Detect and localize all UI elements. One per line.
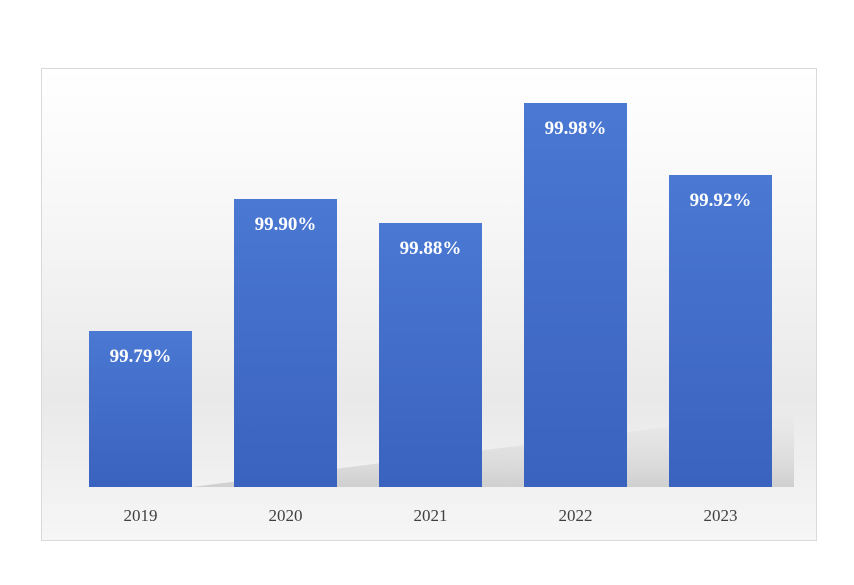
- data-label-2019: 99.79%: [110, 346, 172, 367]
- x-tick-label-2019: 2019: [124, 506, 158, 525]
- data-labels-layer: 99.79% 99.90% 99.88% 99.98% 99.92%: [110, 118, 752, 367]
- bar-2019: [89, 331, 192, 487]
- data-label-2020: 99.90%: [255, 214, 317, 235]
- x-axis-tick-labels: 2019 2020 2021 2022 2023: [124, 506, 738, 525]
- floor-shadow: [192, 411, 794, 487]
- bar-2020: [234, 199, 337, 487]
- x-tick-label-2022: 2022: [559, 506, 593, 525]
- bar-2021: [379, 223, 482, 487]
- x-tick-label-2021: 2021: [414, 506, 448, 525]
- data-label-2021: 99.88%: [400, 238, 462, 259]
- bar-2022: [524, 103, 627, 487]
- x-tick-label-2023: 2023: [704, 506, 738, 525]
- bar-2023: [669, 175, 772, 487]
- bar-chart: 99.79%99.90%99.88%99.98%99.92% 2019 2020 2…: [89, 103, 794, 525]
- data-label-2023: 99.92%: [690, 190, 752, 211]
- chart-area: 99.79% 99.90% 99.88% 99.98% 99.92% 2019 2020 2…: [41, 68, 817, 541]
- data-label-2022: 99.98%: [545, 118, 607, 139]
- bars-layer: [89, 103, 772, 487]
- x-tick-label-2020: 2020: [269, 506, 303, 525]
